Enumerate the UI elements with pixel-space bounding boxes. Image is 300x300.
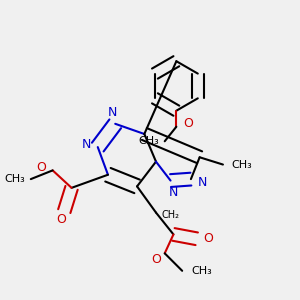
Text: O: O: [151, 253, 161, 266]
Text: O: O: [203, 232, 213, 245]
Text: N: N: [198, 176, 207, 188]
Text: CH₃: CH₃: [191, 266, 212, 276]
Text: N: N: [169, 186, 178, 199]
Text: CH₂: CH₂: [162, 211, 180, 220]
Text: CH₃: CH₃: [138, 136, 159, 146]
Text: O: O: [183, 117, 193, 130]
Text: O: O: [36, 161, 46, 174]
Text: CH₃: CH₃: [232, 160, 252, 170]
Text: N: N: [108, 106, 117, 119]
Text: N: N: [81, 138, 91, 151]
Text: CH₃: CH₃: [4, 174, 25, 184]
Text: O: O: [56, 213, 66, 226]
